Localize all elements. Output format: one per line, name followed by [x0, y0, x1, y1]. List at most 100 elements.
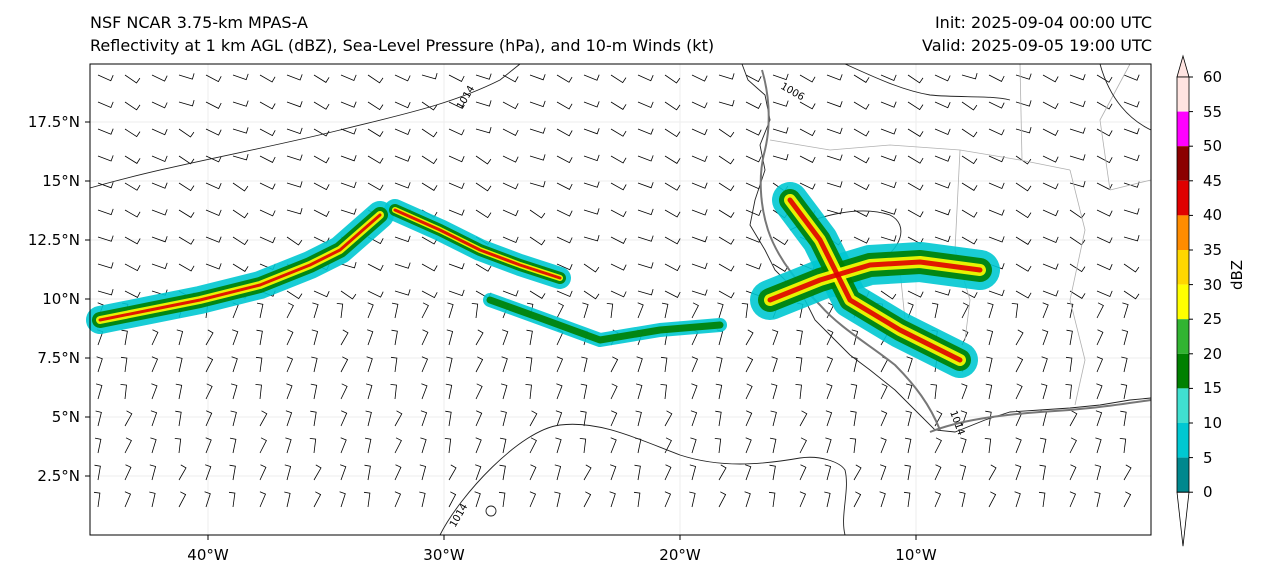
- wind-barb: [691, 209, 708, 216]
- wind-barb: [390, 384, 397, 400]
- wind-barb: [151, 262, 168, 270]
- wind-barb: [365, 410, 372, 427]
- wind-barb: [633, 491, 641, 508]
- wind-barb: [1069, 100, 1086, 108]
- wind-barb: [367, 302, 374, 319]
- wind-barb: [637, 302, 644, 319]
- wind-barb: [583, 181, 600, 188]
- wind-barb: [986, 329, 994, 346]
- wind-barb: [556, 356, 564, 373]
- wind-barb: [421, 383, 428, 400]
- wind-barb: [690, 410, 698, 427]
- wind-barb: [229, 464, 236, 481]
- wind-barb: [529, 464, 537, 481]
- wind-barb: [340, 128, 357, 135]
- wind-barb: [313, 182, 330, 191]
- wind-barb: [961, 236, 978, 245]
- wind-barb: [1094, 464, 1102, 481]
- wind-barb: [1096, 128, 1113, 137]
- wind-barb: [340, 181, 357, 189]
- wind-barb: [580, 410, 587, 427]
- wind-barb: [691, 182, 708, 189]
- wind-barb: [664, 491, 672, 508]
- wind-barb: [610, 236, 627, 244]
- wind-barb: [313, 74, 330, 83]
- wind-barb: [583, 74, 600, 81]
- wind-barb: [772, 73, 789, 81]
- wind-barb: [1069, 290, 1086, 299]
- wind-barb: [502, 290, 519, 297]
- wind-barb: [150, 437, 157, 454]
- wind-barb: [664, 437, 672, 454]
- wind-barb: [1069, 74, 1086, 81]
- wind-barb: [232, 127, 249, 134]
- wind-barb: [637, 288, 654, 296]
- wind-barb: [556, 302, 564, 319]
- wind-barb: [826, 127, 843, 135]
- wind-barb: [97, 128, 114, 135]
- wind-barb: [526, 329, 533, 346]
- wind-barb: [474, 491, 481, 508]
- wind-barb: [367, 329, 374, 346]
- wind-barb: [961, 182, 978, 191]
- wind-barb: [124, 128, 141, 138]
- wind-barb: [529, 127, 546, 134]
- wind-barb: [664, 155, 681, 164]
- lat-label-17.5n: 17.5°N: [27, 113, 80, 131]
- wind-barb: [1096, 263, 1113, 271]
- wind-barb: [286, 181, 303, 188]
- wind-barb: [904, 437, 912, 454]
- wind-barb: [715, 383, 723, 400]
- wind-barb: [583, 464, 592, 481]
- wind-barb: [934, 491, 942, 508]
- wind-barb: [285, 437, 292, 454]
- wind-barb: [664, 182, 681, 191]
- lat-label-12.5n: 12.5°N: [27, 231, 80, 249]
- wind-barb: [1096, 302, 1104, 319]
- wind-barb: [1015, 182, 1032, 192]
- wind-barb: [961, 209, 978, 218]
- wind-barb: [583, 263, 600, 273]
- wind-barb: [689, 464, 697, 481]
- wind-barb: [529, 209, 546, 219]
- wind-barb: [529, 491, 537, 508]
- wind-barb: [691, 383, 698, 400]
- wind-barb: [259, 464, 267, 481]
- wind-barb: [880, 383, 888, 400]
- wind-barb: [310, 383, 318, 400]
- wind-barb: [1042, 209, 1059, 217]
- wind-barb: [394, 74, 411, 82]
- wind-barb: [583, 234, 600, 242]
- wind-barb: [421, 128, 438, 138]
- wind-barb: [232, 263, 249, 272]
- wind-barb: [174, 438, 182, 454]
- wind-barb: [178, 464, 187, 481]
- wind-barb: [205, 128, 222, 136]
- wind-barb: [230, 410, 237, 427]
- lat-label-7.5n: 7.5°N: [37, 349, 80, 367]
- wind-barb: [286, 356, 294, 373]
- wind-barb: [394, 491, 402, 508]
- wind-barb: [365, 383, 373, 400]
- wind-barb: [95, 410, 102, 427]
- wind-barb: [606, 303, 614, 319]
- wind-barb: [907, 182, 924, 191]
- wind-barb: [583, 290, 600, 300]
- wind-barb: [124, 74, 141, 84]
- wind-barb: [907, 155, 924, 164]
- wind-barb: [959, 464, 967, 481]
- wind-barb: [232, 329, 239, 346]
- wind-barb: [826, 329, 834, 346]
- wind-barb: [421, 356, 429, 373]
- colorbar-tick-60: 60: [1203, 68, 1223, 86]
- wind-barb: [664, 236, 681, 245]
- wind-barb: [799, 182, 816, 190]
- wind-barb: [286, 154, 303, 161]
- wind-barb: [961, 128, 978, 138]
- wind-barb: [421, 72, 438, 80]
- wind-barb: [745, 356, 754, 373]
- colorbar-segment: [1177, 250, 1189, 285]
- wind-barb: [231, 356, 238, 373]
- wind-barb: [367, 155, 384, 164]
- wind-barb: [367, 74, 384, 84]
